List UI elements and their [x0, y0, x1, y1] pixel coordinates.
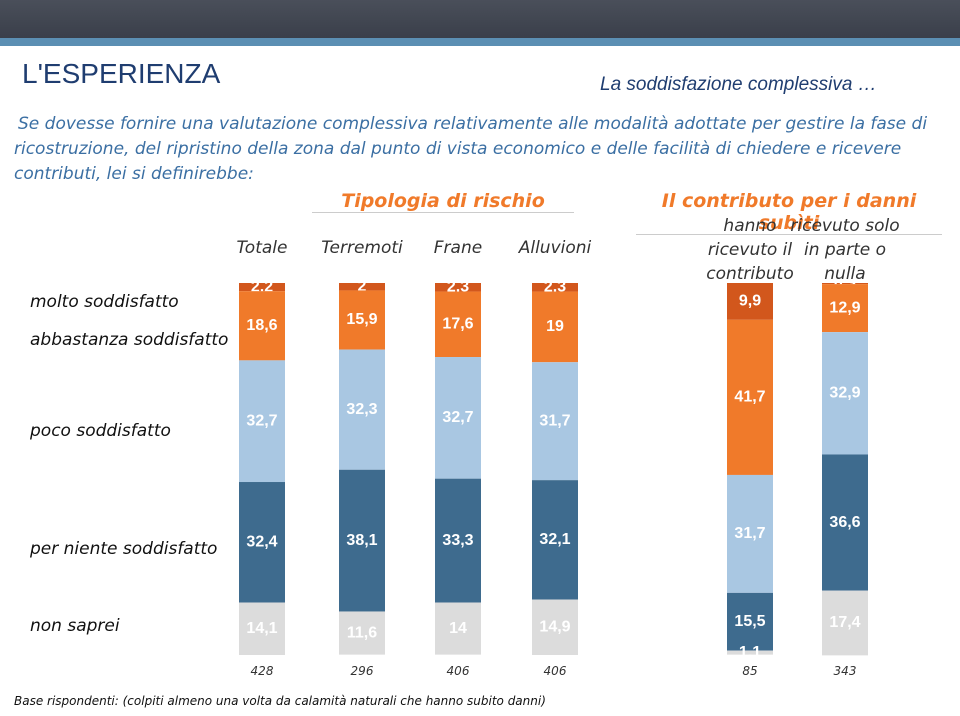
bar-segment — [435, 357, 481, 479]
value-label: 15,5 — [734, 613, 765, 630]
bar-segment — [435, 602, 481, 655]
column-label: Terremoti — [321, 238, 403, 258]
value-label: 14,9 — [539, 619, 570, 636]
value-label: 18,6 — [246, 317, 277, 334]
bar-segment — [339, 611, 385, 655]
question: Se dovesse fornire una valutazione compl… — [14, 114, 928, 184]
column-label: Alluvioni — [518, 238, 592, 258]
base-count: 406 — [446, 664, 470, 678]
legend-label: poco soddisfatto — [30, 421, 171, 441]
base-count: 296 — [350, 664, 374, 678]
bar-segment — [532, 291, 578, 363]
group-label: Il contributo per i danni subìti — [636, 190, 942, 235]
value-label: 2,3 — [544, 278, 566, 295]
value-label: 31,7 — [734, 525, 765, 542]
base-count: 428 — [250, 664, 274, 678]
bar-segment — [339, 290, 385, 350]
bar-segment — [435, 283, 481, 292]
bar-segment — [822, 332, 868, 455]
value-label: 19 — [546, 318, 564, 335]
legend-label: molto soddisfatto — [30, 292, 179, 312]
group-label: Tipologia di rischio — [312, 190, 574, 213]
legend-label: abbastanza soddisfatto — [30, 330, 229, 350]
column-label: Frane — [433, 238, 483, 258]
value-label: 32,1 — [539, 531, 570, 548]
value-label: 11,6 — [347, 624, 377, 641]
value-label: 2,2 — [251, 278, 273, 295]
title: L'ESPERIENZA — [22, 58, 221, 89]
value-label: 31,7 — [539, 412, 570, 429]
value-label: 15,9 — [346, 311, 377, 328]
legend-label: per niente soddisfatto — [30, 539, 218, 559]
bar-segment — [822, 284, 868, 333]
value-label: 17,6 — [442, 316, 473, 333]
bar-segment — [822, 454, 868, 591]
column-label: ricevuto solo in parte o nulla — [790, 216, 900, 284]
bar-segment — [239, 283, 285, 292]
bar-segment — [239, 482, 285, 603]
value-label: 17,4 — [829, 614, 860, 631]
value-label: 14,1 — [246, 620, 277, 637]
value-label: 2,3 — [447, 278, 469, 295]
bar-segment — [532, 599, 578, 655]
bar-segment — [532, 480, 578, 600]
value-label: 14 — [449, 620, 467, 637]
bar-segment — [727, 319, 773, 475]
bar-segment — [339, 469, 385, 612]
header-strip — [0, 38, 960, 46]
value-label: 32,7 — [246, 412, 277, 429]
bar-segment — [727, 283, 773, 320]
bar-segment — [532, 362, 578, 481]
bar-segment — [239, 291, 285, 361]
value-label: 32,7 — [442, 409, 473, 426]
value-label: 38,1 — [346, 532, 377, 549]
legend-label: non saprei — [30, 616, 120, 636]
footnote: Base rispondenti: (colpiti almeno una vo… — [14, 694, 546, 708]
column-label: hanno ricevuto il contributo — [706, 216, 794, 284]
value-label: 12,9 — [829, 299, 860, 316]
bar-segment — [727, 474, 773, 593]
bar-segment — [339, 349, 385, 470]
column-label: Totale — [236, 238, 288, 258]
value-label: 2 — [358, 278, 367, 295]
bar-segment — [239, 602, 285, 655]
bar-segment — [239, 360, 285, 483]
base-count: 85 — [742, 664, 758, 678]
bar-segment — [532, 283, 578, 292]
value-label: 36,6 — [829, 514, 860, 531]
subtitle: La soddisfazione complessiva … — [600, 74, 877, 95]
header-band — [0, 0, 960, 38]
base-count: 406 — [543, 664, 567, 678]
bar-segment — [727, 650, 773, 655]
bar-segment — [435, 478, 481, 603]
base-count: 343 — [833, 664, 857, 678]
bar-segment — [822, 590, 868, 656]
bar-segment — [727, 592, 773, 651]
value-label: 1,1 — [739, 644, 761, 661]
bar-segment — [339, 283, 385, 291]
bar-segment — [822, 283, 868, 285]
value-label: 33,3 — [442, 532, 473, 549]
bar-segment — [435, 291, 481, 358]
value-label: 9,9 — [739, 293, 761, 310]
value-label: 32,9 — [829, 385, 860, 402]
value-label: 41,7 — [734, 389, 765, 406]
value-label: 32,3 — [346, 401, 377, 418]
value-label: 32,4 — [246, 534, 277, 551]
